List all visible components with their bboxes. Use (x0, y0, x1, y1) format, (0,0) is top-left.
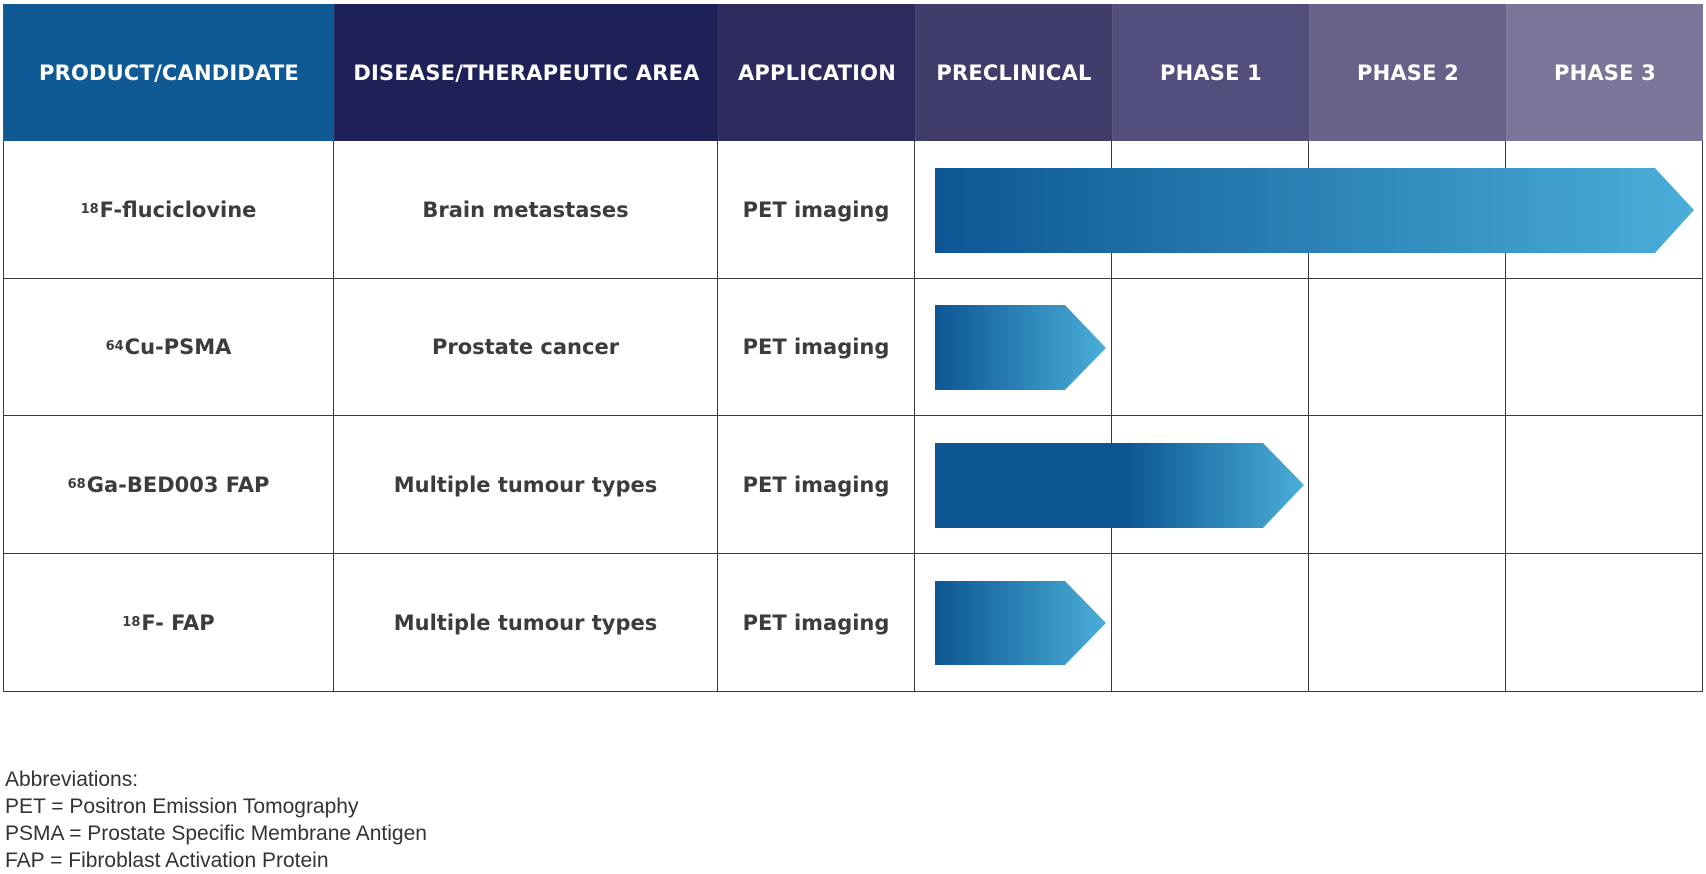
row-3-phase-2-cell (1309, 416, 1506, 554)
header-phase-2: PHASE 2 (1309, 4, 1506, 141)
row-4-preclinical-cell (915, 554, 1112, 692)
row-3-application: PET imaging (718, 416, 915, 554)
header-product: PRODUCT/CANDIDATE (3, 4, 334, 141)
row-4-disease: Multiple tumour types (334, 554, 718, 692)
row-4-phase-3-cell (1506, 554, 1703, 692)
row-4-product: 18 F- FAP (3, 554, 334, 692)
row-4-phase-2-cell (1309, 554, 1506, 692)
row-1-application: PET imaging (718, 141, 915, 279)
abbreviations-footnote: Abbreviations: PET = Positron Emission T… (5, 766, 427, 874)
row-2-disease: Prostate cancer (334, 279, 718, 416)
row-1-disease: Brain metastases (334, 141, 718, 279)
row-4-application: PET imaging (718, 554, 915, 692)
row-2-product: 64 Cu-PSMA (3, 279, 334, 416)
product-name: F- FAP (141, 610, 215, 635)
row-4-phase-1-cell (1112, 554, 1309, 692)
header-phase-1: PHASE 1 (1112, 4, 1309, 141)
header-disease: DISEASE/THERAPEUTIC AREA (334, 4, 718, 141)
row-2-application: PET imaging (718, 279, 915, 416)
row-2-phase-1-cell (1112, 279, 1309, 416)
row-2-phase-2-cell (1309, 279, 1506, 416)
abbreviation-pet: PET = Positron Emission Tomography (5, 795, 359, 818)
header-preclinical: PRECLINICAL (915, 4, 1112, 141)
row-2-preclinical-cell (915, 279, 1112, 416)
row-3-phase-1-cell (1112, 416, 1309, 554)
row-3-product: 68 Ga-BED003 FAP (3, 416, 334, 554)
pipeline-table: PRODUCT/CANDIDATE DISEASE/THERAPEUTIC AR… (3, 4, 1703, 692)
header-phase-3: PHASE 3 (1506, 4, 1703, 141)
header-application: APPLICATION (718, 4, 915, 141)
product-name: F-fluciclovine (99, 197, 257, 222)
abbreviations-title: Abbreviations: (5, 768, 139, 791)
row-3-preclinical-cell (915, 416, 1112, 554)
product-name: Ga-BED003 FAP (86, 472, 270, 497)
product-name: Cu-PSMA (124, 335, 232, 359)
abbreviation-fap: FAP = Fibroblast Activation Protein (5, 849, 329, 872)
row-1-phase-1-cell (1112, 141, 1309, 279)
row-1-phase-2-cell (1309, 141, 1506, 279)
row-3-disease: Multiple tumour types (334, 416, 718, 554)
abbreviation-psma: PSMA = Prostate Specific Membrane Antige… (5, 822, 427, 845)
row-1-preclinical-cell (915, 141, 1112, 279)
row-1-product: 18 F-fluciclovine (3, 141, 334, 279)
row-3-phase-3-cell (1506, 416, 1703, 554)
row-2-phase-3-cell (1506, 279, 1703, 416)
row-1-phase-3-cell (1506, 141, 1703, 279)
